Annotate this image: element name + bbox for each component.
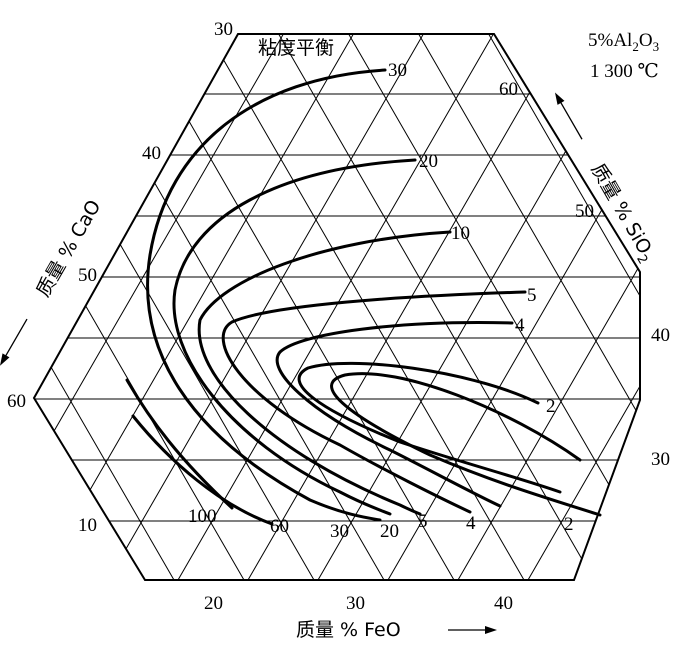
- isoline-10: [197, 230, 452, 516]
- feo-tick-40: 40: [494, 593, 513, 614]
- isoline-label-100: 100: [188, 506, 217, 527]
- cao-arrow-head-icon: [0, 353, 10, 366]
- isoline-label-5-right: 5: [527, 285, 537, 306]
- isoline-label-20-bottom: 20: [380, 521, 399, 542]
- cao-tick-60: 60: [7, 391, 26, 412]
- isoline-5: [221, 290, 527, 514]
- isoline-100: [125, 378, 234, 510]
- cao-tick-30: 30: [214, 19, 233, 40]
- diagram-frame: [32, 33, 641, 581]
- isoline-label-30-top: 30: [388, 60, 407, 81]
- sio2-axis-ticks: 60 50 40 30: [499, 79, 670, 470]
- isoline-label-20-top: 20: [419, 151, 438, 172]
- cao-arrow-line: [2, 318, 28, 361]
- cao-tick-10: 10: [78, 515, 97, 536]
- feo-tick-20: 20: [204, 593, 223, 614]
- al2o3-condition: 5%Al2O3: [588, 30, 659, 54]
- diagram-title: 粘度平衡: [258, 37, 334, 59]
- isoline-labels: 30 20 10 5 4 2 100 60 30 20 5 4 2: [188, 60, 574, 542]
- temperature-condition: 1 300 ℃: [590, 61, 659, 82]
- isoline-4: [275, 321, 514, 508]
- isoline-label-2-right: 2: [546, 396, 556, 417]
- sio2-arrow-line: [557, 97, 583, 140]
- feo-arrow-head-icon: [485, 626, 497, 634]
- isoline-30: [146, 68, 387, 522]
- isoline-curves: [125, 68, 602, 526]
- feo-tick-30: 30: [346, 593, 365, 614]
- isoline-20: [172, 158, 417, 516]
- cao-axis-ticks: 30 40 50 60 10: [7, 19, 233, 536]
- feo-axis-label: 质量 % FeO: [296, 619, 401, 641]
- isoline-label-10: 10: [451, 223, 470, 244]
- sio2-tick-50: 50: [575, 201, 594, 222]
- sio2-tick-60: 60: [499, 79, 518, 100]
- sio2-axis-label: 质量 % SiO2: [583, 160, 660, 267]
- isoline-label-60: 60: [270, 516, 289, 537]
- isoline-2-outer: [330, 372, 602, 517]
- isoline-2-inner: [297, 361, 562, 494]
- sio2-tick-40: 40: [651, 325, 670, 346]
- triangular-grid: [34, 34, 640, 580]
- isoline-label-2-bottom: 2: [564, 514, 574, 535]
- isoline-60: [131, 414, 274, 526]
- cao-tick-40: 40: [142, 143, 161, 164]
- sio2-axis-title: 质量 % SiO2: [555, 92, 660, 267]
- sio2-tick-30: 30: [651, 449, 670, 470]
- isoline-label-4-right: 4: [515, 315, 525, 336]
- isoline-label-30-bottom: 30: [330, 521, 349, 542]
- isoline-label-5-bottom: 5: [418, 511, 428, 532]
- cao-tick-50: 50: [78, 265, 97, 286]
- isoline-label-4-bottom: 4: [466, 513, 476, 534]
- sio2-arrow-head-icon: [555, 92, 565, 105]
- feo-axis-ticks: 20 30 40: [204, 593, 513, 614]
